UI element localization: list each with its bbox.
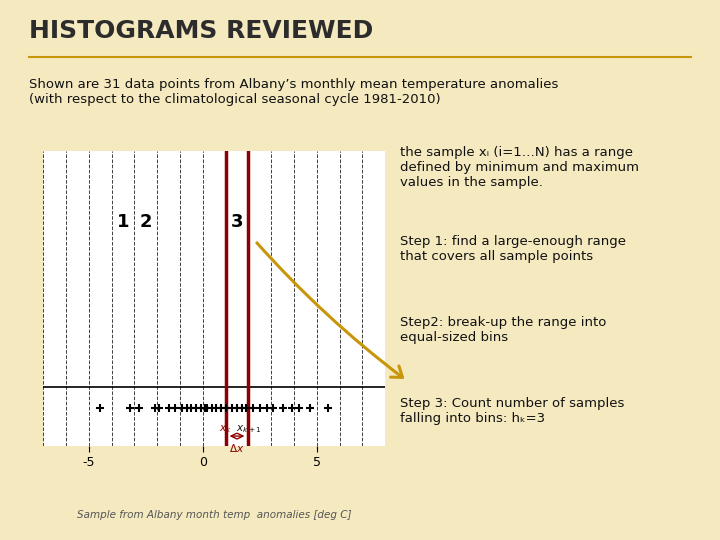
- Text: 3: 3: [230, 213, 243, 231]
- Text: Step 1: find a large-enough range
that covers all sample points: Step 1: find a large-enough range that c…: [400, 235, 626, 263]
- Text: $x_k$: $x_k$: [219, 423, 232, 435]
- Text: 2: 2: [140, 213, 152, 231]
- Text: Step 3: Count number of samples
falling into bins: hₖ=3: Step 3: Count number of samples falling …: [400, 397, 624, 425]
- Text: HISTOGRAMS REVIEWED: HISTOGRAMS REVIEWED: [29, 19, 373, 43]
- Text: Shown are 31 data points from Albany’s monthly mean temperature anomalies
(with : Shown are 31 data points from Albany’s m…: [29, 78, 558, 106]
- Text: Sample from Albany month temp  anomalies [deg C]: Sample from Albany month temp anomalies …: [77, 510, 351, 520]
- Text: $\Delta x$: $\Delta x$: [230, 442, 245, 454]
- Text: $x_{k+1}$: $x_{k+1}$: [235, 423, 261, 435]
- Text: the sample xᵢ (i=1…N) has a range
defined by minimum and maximum
values in the s: the sample xᵢ (i=1…N) has a range define…: [400, 146, 639, 189]
- Text: 1: 1: [117, 213, 130, 231]
- Text: Step2: break-up the range into
equal-sized bins: Step2: break-up the range into equal-siz…: [400, 316, 606, 344]
